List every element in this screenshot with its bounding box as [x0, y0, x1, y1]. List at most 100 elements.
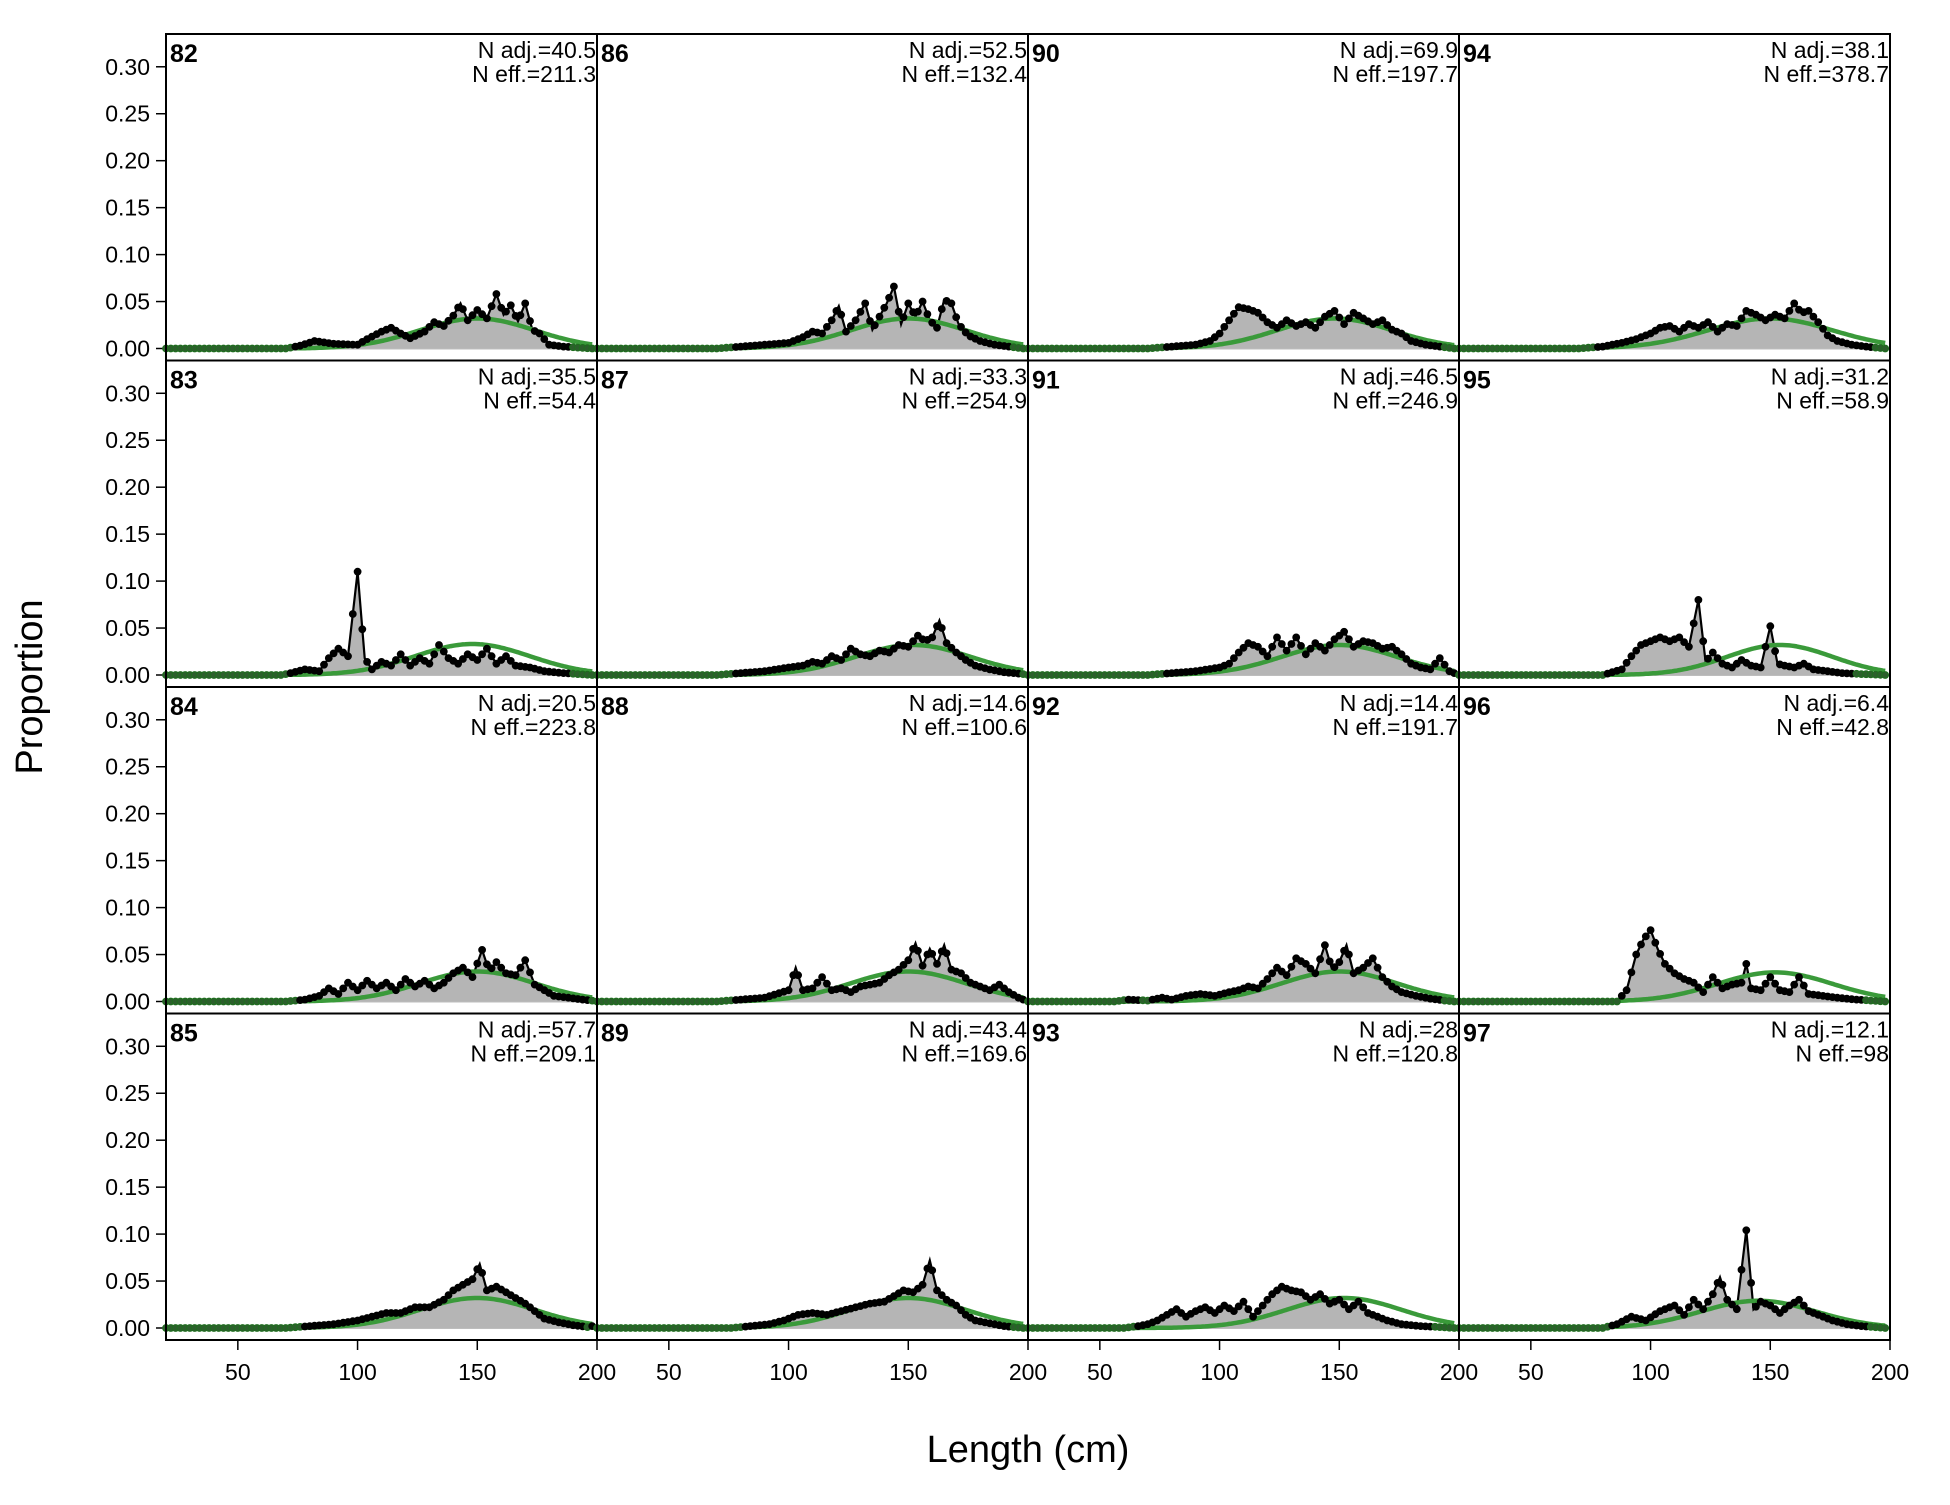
y-tick-label: 0.15	[105, 1174, 150, 1200]
panel-border	[1458, 1012, 1891, 1341]
n-adj-label: N adj.=14.4	[1340, 690, 1458, 716]
y-tick-label: 0.25	[105, 1080, 150, 1106]
y-tick-label: 0.30	[105, 1033, 150, 1059]
n-adj-label: N adj.=43.4	[909, 1017, 1027, 1043]
observed-point	[961, 974, 970, 982]
n-adj-label: N adj.=28	[1359, 1017, 1458, 1043]
observed-point	[1364, 959, 1372, 967]
y-tick-label: 0.10	[105, 1221, 150, 1247]
n-eff-label: N eff.=378.7	[1763, 61, 1889, 87]
observed-point	[1713, 978, 1722, 987]
observed-point	[851, 316, 860, 325]
observed-point	[1675, 633, 1684, 642]
observed-point	[1704, 318, 1712, 327]
observed-point	[918, 1280, 927, 1289]
observed-point	[904, 299, 913, 308]
panel-label: 86	[601, 40, 629, 68]
observed-point	[899, 961, 908, 969]
n-adj-label: N adj.=20.5	[478, 690, 596, 716]
observed-point	[1723, 1295, 1732, 1304]
observed-point	[1359, 1303, 1368, 1312]
observed-point	[1435, 654, 1444, 662]
observed-point	[1799, 981, 1808, 990]
observed-point	[1881, 1324, 1890, 1332]
n-eff-label: N eff.=197.7	[1332, 61, 1458, 87]
panel-label: 83	[170, 367, 198, 395]
observed-point	[1225, 316, 1233, 325]
y-tick-label: 0.05	[105, 1268, 150, 1294]
observed-point	[320, 660, 328, 669]
observed-point	[1268, 642, 1277, 651]
y-tick-label: 0.20	[105, 801, 150, 827]
observed-point	[1694, 983, 1703, 992]
observed-point	[1685, 1303, 1693, 1312]
observed-point	[1742, 1226, 1751, 1235]
n-eff-label: N eff.=191.7	[1332, 714, 1458, 740]
observed-area	[166, 294, 593, 349]
observed-point	[1311, 323, 1320, 332]
observed-point	[1258, 979, 1267, 988]
observed-point	[1263, 1295, 1272, 1304]
observed-area	[597, 620, 1024, 675]
observed-area	[597, 286, 1024, 349]
y-tick-label: 0.00	[105, 1315, 150, 1341]
observed-point	[483, 644, 491, 653]
y-tick-label: 0.25	[105, 101, 150, 127]
panel-label: 87	[601, 367, 629, 395]
observed-point	[1287, 962, 1296, 971]
observed-point	[1617, 665, 1626, 674]
observed-point	[1718, 1280, 1727, 1289]
observed-point	[473, 656, 482, 664]
observed-point	[942, 949, 951, 958]
observed-point	[334, 990, 343, 998]
panel-label: 88	[601, 693, 629, 721]
observed-point	[1627, 652, 1636, 661]
observed-point	[1689, 619, 1698, 628]
observed-point	[1795, 973, 1803, 981]
observed-point	[1325, 641, 1334, 649]
observed-point	[1814, 318, 1823, 327]
observed-point	[1330, 307, 1339, 315]
observed-point	[473, 959, 482, 968]
observed-point	[1756, 663, 1765, 672]
observed-point	[1215, 329, 1224, 338]
panel-label: 84	[170, 693, 198, 721]
observed-point	[885, 293, 893, 302]
observed-point	[1704, 654, 1712, 663]
observed-point	[478, 946, 487, 954]
observed-point	[1708, 973, 1717, 981]
observed-point	[1699, 637, 1708, 646]
observed-point	[1373, 963, 1382, 972]
observed-point	[459, 655, 467, 663]
observed-point	[1641, 932, 1650, 941]
observed-point	[468, 311, 477, 320]
observed-point	[502, 307, 510, 316]
observed-point	[1881, 671, 1890, 679]
observed-point	[1819, 324, 1827, 333]
observed-point	[784, 986, 793, 995]
y-tick-label: 0.00	[105, 662, 150, 688]
observed-point	[1651, 938, 1660, 947]
observed-point	[1613, 997, 1621, 1006]
x-tick-label: 100	[1631, 1359, 1669, 1385]
observed-point	[1809, 312, 1818, 321]
observed-point	[933, 1286, 941, 1295]
observed-point	[487, 302, 496, 311]
x-tick-label: 100	[338, 1359, 376, 1385]
observed-point	[478, 650, 487, 659]
observed-point	[348, 610, 357, 618]
n-adj-label: N adj.=35.5	[478, 364, 596, 390]
observed-point	[425, 659, 434, 668]
panel-label: 90	[1032, 40, 1060, 68]
y-tick-label: 0.10	[105, 568, 150, 594]
observed-point	[1345, 950, 1353, 959]
observed-point	[1239, 643, 1248, 652]
observed-point	[861, 299, 870, 308]
observed-point	[1263, 652, 1272, 661]
n-adj-label: N adj.=6.4	[1784, 690, 1890, 716]
observed-point	[1316, 1290, 1324, 1299]
observed-point	[1378, 973, 1387, 981]
observed-point	[1234, 1302, 1243, 1311]
observed-point	[420, 327, 429, 336]
